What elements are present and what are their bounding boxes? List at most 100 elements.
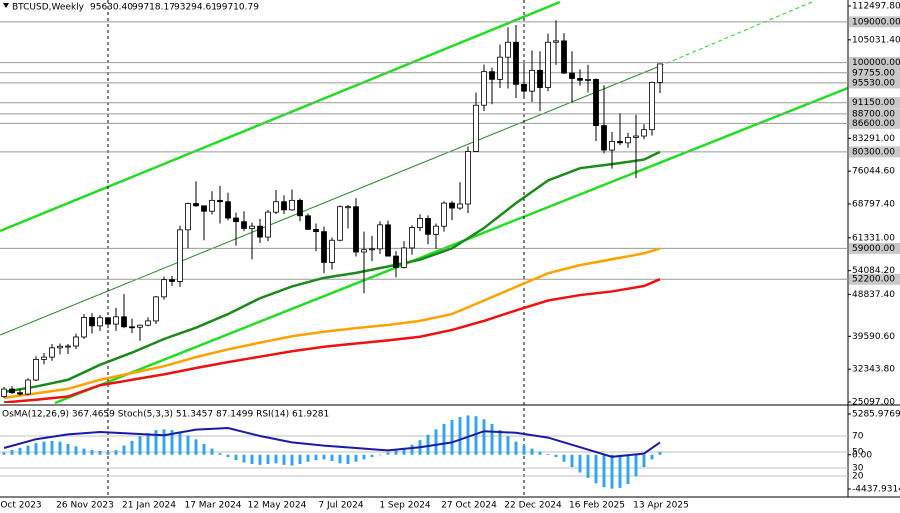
osma-bar — [90, 450, 94, 455]
osma-bar — [26, 445, 30, 455]
candle-body — [417, 218, 423, 228]
candle-body — [593, 78, 599, 127]
moving-averages — [3, 150, 661, 403]
level-label-box — [849, 146, 900, 158]
candle-body — [625, 136, 631, 144]
candle-body — [193, 203, 199, 207]
level-label: 52200.00 — [852, 275, 895, 285]
level-label-box — [849, 117, 900, 129]
osma-bar — [610, 454, 614, 489]
candle-body — [617, 141, 623, 144]
rsi-tick-label: 50 — [852, 448, 864, 458]
candle-body — [161, 279, 167, 298]
channel-mid — [0, 65, 661, 336]
candle-body — [577, 78, 583, 81]
osma-bar — [378, 454, 382, 456]
osma-bar — [114, 450, 118, 455]
level-label-box — [849, 67, 900, 79]
osma-bar — [146, 433, 150, 455]
candle-body — [545, 41, 551, 88]
candle-body — [185, 203, 191, 231]
level-label: 95530.00 — [852, 78, 895, 88]
osma-bar — [66, 443, 70, 455]
candle-body — [609, 141, 615, 151]
osma-bar — [594, 454, 598, 484]
osma-tick-label: 0.00 — [852, 450, 872, 460]
osma-bar — [410, 444, 414, 455]
candle-body — [65, 345, 71, 348]
ohlc-low: 93294.61 — [174, 3, 217, 13]
osma-bar — [658, 451, 662, 455]
osma-bar — [18, 447, 22, 455]
candle-body — [297, 199, 303, 217]
osma-bar — [626, 454, 630, 485]
candle-body — [529, 69, 535, 92]
x-tick-label: Oct 2023 — [0, 501, 41, 511]
osma-bar — [506, 436, 510, 455]
osma-bar — [178, 432, 182, 455]
osma-bar — [562, 454, 566, 462]
candles — [1, 20, 663, 398]
osma-bar — [154, 430, 158, 455]
osma-bar — [554, 454, 558, 458]
osma-bar — [122, 445, 126, 455]
rsi-line — [3, 426, 661, 458]
level-label-box — [849, 57, 900, 69]
osma-bar — [250, 454, 254, 465]
candle-body — [497, 56, 503, 80]
candle-body — [113, 316, 119, 325]
ohlc-high: 99718.17 — [132, 3, 175, 13]
osma-bar — [34, 443, 38, 455]
candle-body — [217, 199, 223, 203]
osma-bar — [530, 448, 534, 455]
candle-body — [633, 135, 639, 138]
level-label-box — [849, 77, 900, 89]
osma-bar — [266, 454, 270, 465]
osma-bar — [98, 450, 102, 455]
osma-bar — [290, 454, 294, 466]
osma-bar — [394, 450, 398, 455]
candle-body — [81, 317, 87, 338]
candle-body — [105, 317, 111, 325]
candle-body — [33, 358, 39, 381]
rsi-tick-label: 30 — [852, 464, 864, 474]
y-tick-label: 83291.00 — [852, 134, 895, 144]
level-label: 88700.00 — [852, 109, 895, 119]
osma-bar — [490, 423, 494, 455]
candle-body — [489, 71, 495, 80]
channel-upper — [0, 0, 561, 233]
osma-bar — [234, 454, 238, 461]
osma-bar — [186, 435, 190, 455]
candle-body — [561, 40, 567, 74]
candle-body — [257, 225, 263, 238]
candle-body — [601, 125, 607, 151]
x-tick-label: 27 Oct 2024 — [441, 501, 497, 511]
osma-bar — [298, 454, 302, 465]
candle-body — [121, 316, 127, 328]
osma-bar — [450, 420, 454, 455]
candle-body — [41, 356, 47, 360]
y-tick-label: 76044.60 — [852, 167, 895, 177]
candle-body — [225, 201, 231, 219]
candle-body — [265, 211, 271, 238]
candle-body — [353, 206, 359, 253]
candle-body — [361, 249, 367, 253]
osma-bar — [130, 440, 134, 455]
osma-bar — [170, 430, 174, 455]
level-label-box — [849, 273, 900, 285]
candle-body — [657, 63, 663, 83]
osma-bar — [570, 454, 574, 468]
osma-bar — [650, 454, 654, 460]
candle-body — [25, 379, 31, 395]
osma-bar — [322, 454, 326, 460]
candle-body — [129, 326, 135, 329]
candle-body — [49, 347, 55, 358]
candle-body — [441, 202, 447, 227]
osma-bar — [106, 451, 110, 455]
y-tick-label: 68797.40 — [852, 199, 895, 209]
candle-body — [425, 218, 431, 235]
osma-bar — [498, 430, 502, 455]
osma-bar — [242, 454, 246, 463]
osma-bar — [514, 441, 518, 455]
